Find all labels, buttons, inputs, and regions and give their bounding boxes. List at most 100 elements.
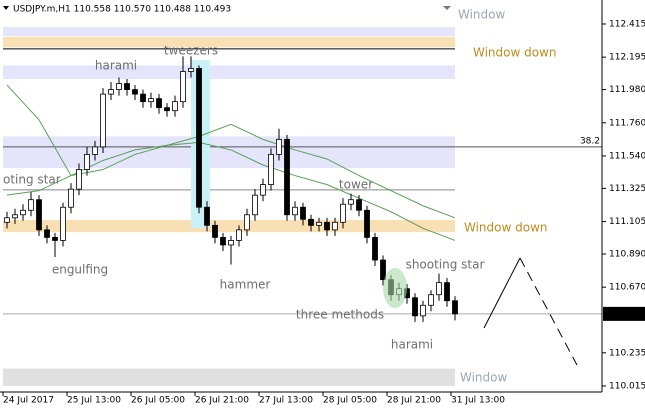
annotation: tower: [339, 178, 373, 192]
candle-body: [276, 138, 282, 155]
candle-body: [292, 206, 298, 216]
candle-body: [372, 237, 378, 261]
annotation: Window down: [473, 46, 557, 60]
candle-body: [108, 89, 114, 95]
candle-body: [4, 217, 10, 223]
candle-body: [140, 93, 146, 103]
candle-body: [188, 68, 194, 72]
x-tick-label: 27 Jul 13:00: [259, 396, 313, 406]
candle-body: [412, 297, 418, 317]
candle-body: [268, 154, 274, 186]
candle-body: [244, 214, 250, 231]
candle-body: [172, 101, 178, 112]
y-tick-label: 111.325: [609, 184, 645, 194]
candle-body: [156, 98, 162, 109]
x-tick-label: 28 Jul 21:00: [387, 396, 441, 406]
candle-body: [180, 71, 186, 103]
annotation: three methods: [296, 308, 384, 322]
annotation: harami: [391, 338, 433, 352]
candle-body: [52, 237, 58, 241]
zone: [3, 36, 455, 48]
chart-title: USDJPY.m,H1 110.558 110.570 110.488 110.…: [13, 5, 231, 15]
candle-body: [308, 218, 314, 226]
x-tick-label: 28 Jul 05:00: [323, 396, 377, 406]
price-tag-label: 110.493: [607, 309, 644, 319]
menu-arrow: [3, 6, 9, 10]
candle-body: [204, 206, 210, 226]
candle-body: [196, 68, 202, 208]
y-tick-label: 112.195: [609, 53, 645, 63]
candle-body: [12, 214, 18, 219]
candle-body: [348, 199, 354, 205]
y-tick-label: 111.980: [609, 85, 645, 95]
candle-body: [228, 240, 234, 246]
candle-body: [300, 206, 306, 220]
x-tick-label: 26 Jul 21:00: [195, 396, 249, 406]
annotation: tweezers: [164, 44, 218, 58]
candle-body: [252, 194, 258, 216]
candle-body: [76, 169, 82, 190]
candle-body: [36, 199, 42, 231]
zone: [3, 368, 455, 386]
zone: [3, 65, 455, 80]
candle-body: [444, 282, 450, 302]
candle-body: [452, 300, 458, 315]
y-tick-label: 112.415: [609, 19, 645, 29]
annotation: harami: [95, 59, 137, 73]
candle-body: [92, 146, 98, 155]
candle-body: [380, 259, 386, 281]
zone: [3, 136, 455, 169]
candle-body: [436, 282, 442, 296]
candle-body: [220, 237, 226, 246]
candle-body: [428, 294, 434, 306]
candle-body: [356, 199, 362, 211]
annotation: Window down: [464, 221, 548, 235]
candle-body: [420, 304, 426, 317]
fib-label: 38.2: [580, 136, 600, 146]
y-tick-label: 111.540: [609, 151, 645, 161]
annotation: engulfing: [52, 263, 108, 277]
y-tick-label: 110.890: [609, 249, 645, 259]
candle-body: [132, 89, 138, 95]
candle-body: [212, 224, 218, 238]
annotation: Window: [458, 8, 506, 22]
candle-body: [340, 203, 346, 223]
candle-body: [148, 98, 154, 103]
x-tick-label: 25 Jul 13:00: [67, 396, 121, 406]
x-tick-label: 26 Jul 05:00: [131, 396, 185, 406]
candle-body: [284, 138, 290, 216]
y-tick-label: 110.235: [609, 348, 645, 358]
candle-body: [332, 221, 338, 231]
candle-body: [364, 209, 370, 238]
annotation: oting star: [3, 173, 61, 187]
candle-body: [236, 229, 242, 241]
candle-body: [28, 199, 34, 211]
candle-body: [316, 221, 322, 226]
candle-body: [164, 107, 170, 112]
candle-body: [20, 209, 26, 216]
candle-body: [60, 206, 66, 241]
y-tick-label: 110.670: [609, 283, 645, 293]
price-tag: [603, 306, 645, 321]
candle-body: [324, 221, 330, 231]
annotation: hammer: [220, 278, 271, 292]
candle-body: [116, 83, 122, 90]
candle-body: [68, 188, 74, 208]
candle-body: [100, 93, 106, 148]
zone: [3, 26, 455, 37]
projection: [483, 257, 521, 329]
projection: [519, 257, 578, 366]
y-tick-label: 111.105: [609, 217, 645, 227]
highlight-ellipse: [383, 268, 407, 308]
x-tick-label: 31 Jul 13:00: [451, 396, 505, 406]
candle-body: [124, 83, 130, 90]
y-tick-label: 110.015: [609, 381, 645, 391]
annotation: Window: [460, 371, 508, 385]
x-tick-label: 24 Jul 2017: [3, 396, 54, 406]
candle-body: [44, 229, 50, 238]
menu-arrow: [443, 6, 451, 10]
zone: [3, 220, 455, 233]
y-tick-label: 111.760: [609, 118, 645, 128]
candle-body: [260, 184, 266, 196]
